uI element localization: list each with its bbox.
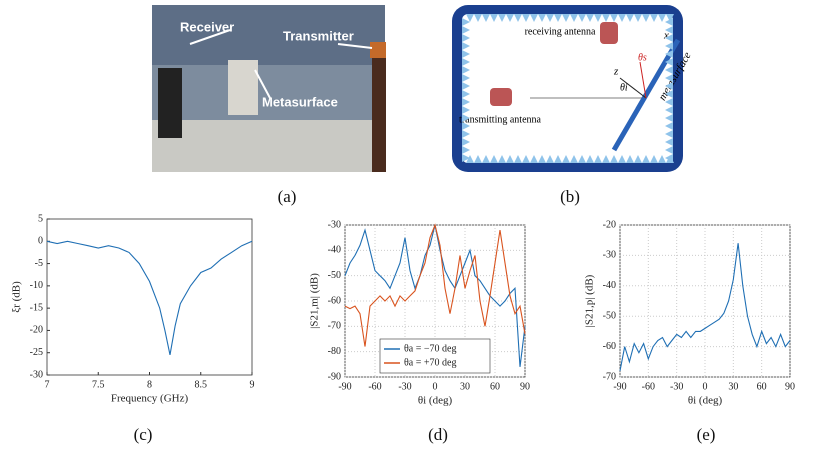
x-tick-label: 0 — [433, 381, 438, 392]
x-tick-label: -30 — [670, 381, 683, 392]
y-tick-label: -80 — [328, 346, 341, 357]
diagram: receiving antenna transmitting antenna m… — [452, 5, 694, 172]
figure: Receiver Transmitter Metasurface receivi… — [0, 0, 819, 450]
photo-floor — [152, 120, 385, 172]
x-tick-label: 0 — [703, 381, 708, 392]
x-tick-label: 8.5 — [195, 379, 208, 390]
x-tick-label: -90 — [613, 381, 626, 392]
metasurface-stand — [228, 60, 258, 115]
y-tick-label: -50 — [328, 270, 341, 281]
y-tick-label: -60 — [328, 295, 341, 306]
x-tick-label: 8 — [147, 379, 152, 390]
y-tick-label: -70 — [328, 321, 341, 332]
caption: (d) — [428, 425, 448, 444]
x-tick-label: 9 — [250, 379, 255, 390]
y-tick-label: -25 — [30, 347, 43, 358]
x-axis-label: Frequency (GHz) — [111, 393, 189, 405]
tx-antenna — [490, 88, 512, 106]
photo-label: Receiver — [180, 19, 234, 34]
receiver-stand — [158, 68, 182, 138]
x-tick-label: 90 — [520, 381, 530, 392]
x-tick-label: 90 — [785, 381, 795, 392]
x-tick-label: -60 — [368, 381, 381, 392]
y-tick-label: -40 — [603, 280, 616, 291]
y-tick-label: -5 — [35, 258, 43, 269]
x-tick-label: 60 — [757, 381, 767, 392]
y-tick-label: 5 — [38, 213, 43, 224]
x-tick-label: -30 — [398, 381, 411, 392]
rx-antenna — [600, 22, 618, 44]
y-tick-label: -50 — [603, 310, 616, 321]
x-tick-label: 60 — [490, 381, 500, 392]
y-tick-label: -40 — [328, 245, 341, 256]
diagram-label: z — [613, 66, 619, 78]
x-axis-label: θi (deg) — [418, 395, 453, 407]
legend-label: θa = −70 deg — [404, 343, 456, 354]
x-tick-label: 30 — [460, 381, 470, 392]
caption: (a) — [278, 187, 297, 206]
diagram-label: θi — [620, 82, 628, 93]
x-axis-label: θi (deg) — [688, 395, 723, 407]
photo-label: Metasurface — [262, 94, 338, 109]
y-axis-label: |S21,m| (dB) — [309, 273, 321, 329]
plot-area — [47, 219, 252, 375]
caption: (b) — [560, 187, 580, 206]
transmitter-head — [370, 42, 386, 58]
caption: (c) — [134, 425, 153, 444]
diagram-label: θs — [638, 52, 647, 63]
diagram-label: transmitting antenna — [459, 114, 541, 125]
photo: Receiver Transmitter Metasurface — [152, 5, 386, 172]
photo-label: Transmitter — [283, 28, 354, 43]
x-tick-label: 7.5 — [92, 379, 105, 390]
x-tick-label: 30 — [728, 381, 738, 392]
y-tick-label: -20 — [30, 325, 43, 336]
caption: (e) — [697, 425, 716, 444]
y-tick-label: -15 — [30, 302, 43, 313]
y-axis-label: ξr (dB) — [11, 281, 23, 313]
legend-label: θa = +70 deg — [404, 357, 456, 368]
x-tick-label: -90 — [338, 381, 351, 392]
y-tick-label: 0 — [38, 236, 43, 247]
y-tick-label: -30 — [30, 369, 43, 380]
diagram-label: receiving antenna — [525, 26, 596, 37]
x-tick-label: 7 — [45, 379, 50, 390]
y-tick-label: -10 — [30, 280, 43, 291]
transmitter-stand — [372, 55, 386, 172]
y-tick-label: -60 — [603, 341, 616, 352]
y-tick-label: -30 — [328, 219, 341, 230]
y-tick-label: -20 — [603, 219, 616, 230]
y-tick-label: -30 — [603, 250, 616, 261]
x-tick-label: -60 — [642, 381, 655, 392]
y-axis-label: |S21,p| (dB) — [584, 274, 596, 327]
